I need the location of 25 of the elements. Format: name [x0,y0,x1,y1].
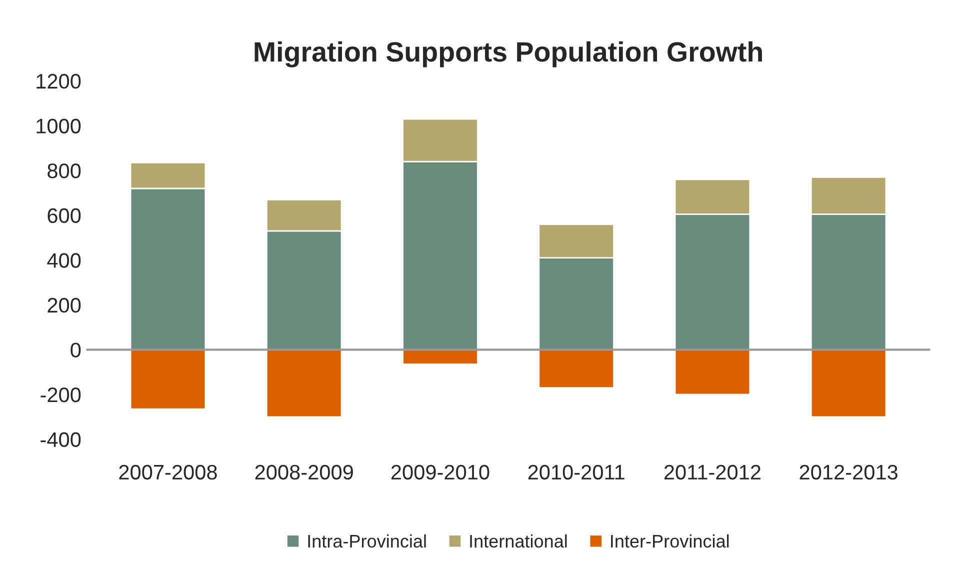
y-tick-label: 1000 [36,118,81,134]
y-tick-label: 800 [48,164,81,178]
x-tick-label: 2011-2012 [664,464,760,480]
bar [266,348,342,418]
x-tick-label: 2012-2013 [800,464,898,480]
y-tick-label: -400 [40,432,81,448]
y-tick-label: 600 [48,208,81,224]
bar [402,348,478,365]
y-tick-label: 1200 [36,74,81,89]
y-tick-label: 400 [47,253,81,268]
y-tick-label: -200 [40,387,81,402]
y-tick-label: 0 [70,342,81,358]
x-tick-label: 2008-2009 [255,464,353,480]
bar [538,348,614,388]
y-tick-label: 200 [48,298,81,313]
x-tick-label: 2009-2010 [391,464,490,480]
x-tick-label: 2007-2008 [119,464,217,480]
legend-label: International [470,534,567,548]
bar [810,348,887,418]
x-tick-label: 2010-2011 [528,464,624,480]
legend-label: Inter-Provincial [611,534,729,548]
legend-label: Intra-Provincial [308,534,426,548]
bar [674,348,751,396]
bar [130,348,206,410]
chart-title: Migration Supports Population Growth [254,41,762,68]
